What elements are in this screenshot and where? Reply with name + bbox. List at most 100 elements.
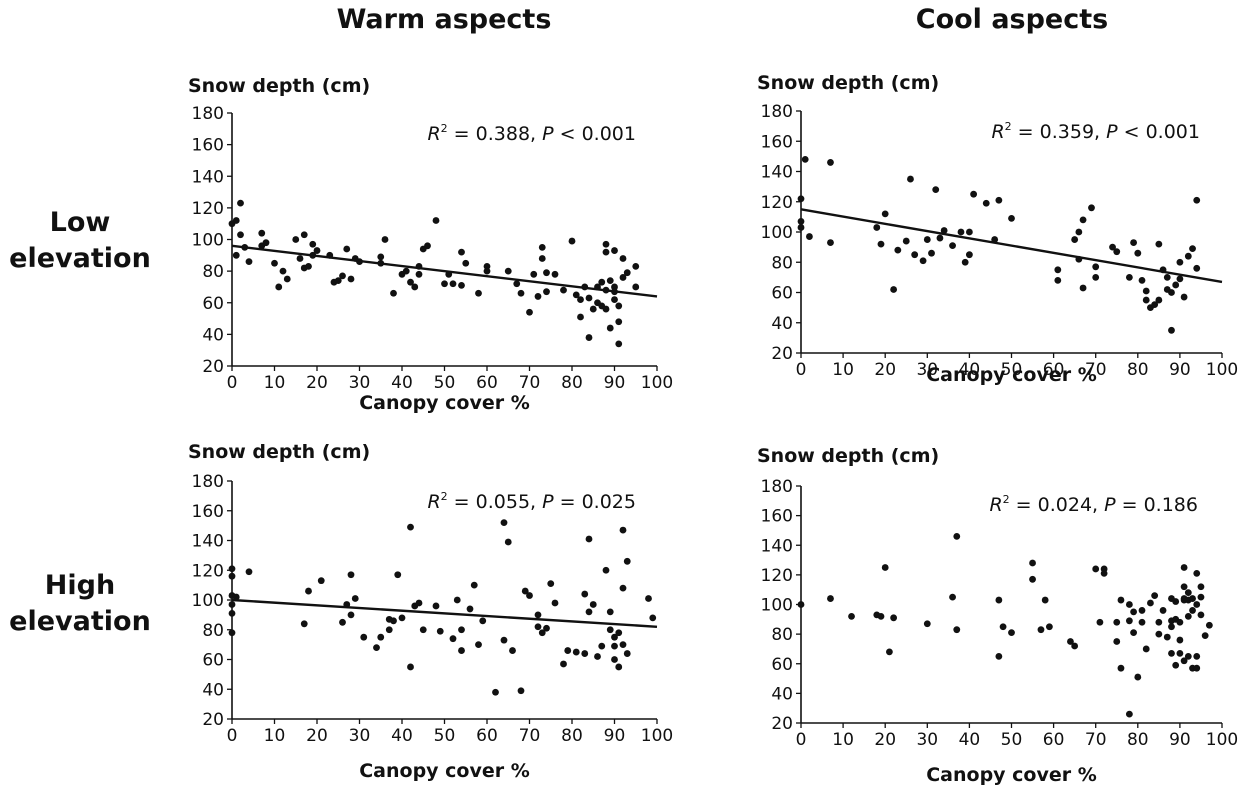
x-tick-label: 60 xyxy=(1043,360,1065,380)
data-point xyxy=(1180,583,1188,591)
data-point xyxy=(543,288,550,296)
y-tick-label: 40 xyxy=(771,314,793,334)
data-point xyxy=(632,283,640,291)
data-point xyxy=(923,620,931,628)
data-point xyxy=(415,270,423,278)
data-point xyxy=(991,236,999,243)
data-point xyxy=(500,519,508,527)
data-point xyxy=(966,251,973,259)
trend-line xyxy=(800,208,1223,284)
x-tick-label: 60 xyxy=(476,373,498,393)
data-point xyxy=(606,324,614,332)
data-point xyxy=(500,636,508,644)
data-point xyxy=(923,236,931,243)
data-point xyxy=(237,231,244,239)
data-point xyxy=(1029,575,1036,583)
data-point xyxy=(232,217,240,224)
data-point xyxy=(1054,266,1062,274)
data-point xyxy=(602,248,610,256)
data-point xyxy=(479,617,487,625)
data-point xyxy=(827,159,834,166)
data-point xyxy=(1134,249,1142,257)
data-point xyxy=(534,623,542,631)
data-point xyxy=(928,249,935,257)
data-point xyxy=(390,617,397,625)
x-axis-label: Canopy cover % xyxy=(926,764,1097,786)
data-point xyxy=(949,593,956,601)
data-point xyxy=(1155,630,1163,638)
x-tick-label: 10 xyxy=(264,373,286,393)
data-point xyxy=(911,251,919,259)
data-point xyxy=(995,196,1003,204)
data-point xyxy=(572,648,580,656)
data-point xyxy=(530,270,538,278)
data-point xyxy=(449,635,457,643)
data-point xyxy=(453,596,461,604)
y-axis-label: Snow depth (cm) xyxy=(757,445,939,467)
data-point xyxy=(970,190,978,198)
data-point xyxy=(1125,601,1133,608)
data-point xyxy=(390,289,397,297)
data-point xyxy=(877,240,885,248)
data-point xyxy=(449,280,457,288)
data-point xyxy=(1176,275,1184,283)
y-tick-label: 20 xyxy=(771,344,793,364)
data-point xyxy=(982,199,990,207)
data-point xyxy=(458,647,465,654)
x-tick-label: 50 xyxy=(1001,730,1023,750)
y-tick-label: 20 xyxy=(202,357,224,377)
data-point xyxy=(292,236,300,243)
data-point xyxy=(326,251,334,259)
x-tick-label: 20 xyxy=(306,726,328,746)
x-tick-label: 70 xyxy=(1085,730,1107,750)
data-point xyxy=(611,656,618,663)
data-point xyxy=(577,313,584,321)
data-point xyxy=(458,248,465,256)
data-point xyxy=(1168,649,1175,657)
data-point xyxy=(1176,649,1184,657)
data-point xyxy=(415,599,423,607)
y-tick-label: 160 xyxy=(192,136,224,156)
data-point xyxy=(1180,564,1188,571)
data-point xyxy=(623,269,631,277)
data-point xyxy=(1100,569,1108,577)
x-tick-label: 100 xyxy=(1206,360,1238,380)
data-point xyxy=(309,240,317,248)
trend-line xyxy=(231,598,658,628)
data-point xyxy=(228,572,236,580)
data-point xyxy=(1113,248,1121,256)
data-point xyxy=(543,269,550,277)
data-point xyxy=(470,581,478,589)
x-tick-label: 10 xyxy=(832,360,854,380)
data-point xyxy=(1176,618,1184,626)
row-header-high: High elevation xyxy=(0,568,160,640)
data-point xyxy=(1130,608,1137,616)
data-point xyxy=(1184,612,1192,620)
x-tick-label: 100 xyxy=(641,373,673,393)
data-point xyxy=(483,262,491,270)
data-point xyxy=(1109,243,1116,251)
data-point xyxy=(581,283,589,291)
data-point xyxy=(1125,273,1133,281)
data-point xyxy=(1092,565,1100,573)
data-point xyxy=(377,253,385,261)
y-tick-label: 140 xyxy=(761,163,793,183)
data-point xyxy=(801,156,809,163)
data-point xyxy=(1193,264,1201,272)
data-point xyxy=(1184,652,1192,660)
data-point xyxy=(351,595,359,602)
data-point xyxy=(1176,258,1184,266)
y-tick-label: 160 xyxy=(761,507,793,527)
data-point xyxy=(598,278,606,286)
data-point xyxy=(1092,263,1100,271)
data-point xyxy=(606,608,614,616)
data-point xyxy=(232,593,240,601)
data-point xyxy=(538,629,546,637)
data-point xyxy=(343,601,351,608)
data-point xyxy=(356,258,363,266)
x-axis-label: Canopy cover % xyxy=(926,364,1097,386)
data-point xyxy=(1155,618,1163,626)
data-point xyxy=(339,618,346,626)
